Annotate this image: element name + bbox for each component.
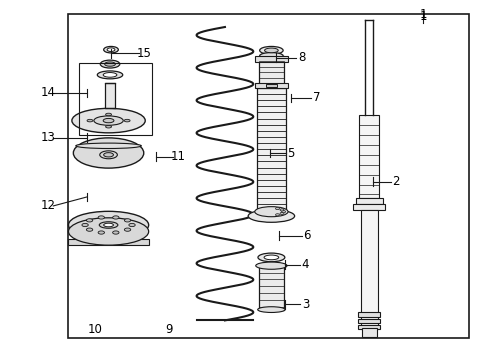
Bar [359,115,378,198]
Bar [79,63,151,135]
Ellipse shape [97,71,122,79]
Ellipse shape [275,214,279,216]
Ellipse shape [124,120,130,122]
Bar [357,325,380,329]
Text: 6: 6 [303,229,310,242]
Bar [355,198,382,204]
Text: 14: 14 [41,86,55,99]
Ellipse shape [98,216,104,219]
Ellipse shape [103,73,117,77]
Ellipse shape [259,53,283,59]
Ellipse shape [124,219,130,222]
Bar [361,328,376,337]
Text: 10: 10 [88,323,102,336]
Ellipse shape [94,116,123,125]
Bar [258,56,284,86]
Ellipse shape [86,219,93,222]
Ellipse shape [104,62,115,66]
Bar [259,266,283,310]
Ellipse shape [281,211,285,213]
Ellipse shape [124,228,130,231]
Text: 4: 4 [301,258,309,271]
Ellipse shape [280,209,284,211]
Ellipse shape [257,307,285,312]
Ellipse shape [105,113,111,116]
Ellipse shape [98,231,104,234]
Ellipse shape [107,48,115,51]
Bar [357,312,380,317]
Text: 2: 2 [391,175,399,188]
Ellipse shape [81,223,88,227]
Bar [265,84,277,87]
Text: 5: 5 [286,147,294,159]
Ellipse shape [105,126,111,128]
Bar [68,239,148,245]
Bar [254,83,287,88]
Ellipse shape [259,46,283,54]
Bar [104,83,115,108]
Ellipse shape [68,218,148,245]
Ellipse shape [68,211,148,239]
Text: 3: 3 [301,298,309,311]
Ellipse shape [103,46,118,53]
Bar [352,204,385,210]
Bar [357,319,380,323]
Ellipse shape [76,143,141,149]
Text: 1: 1 [418,10,426,23]
Ellipse shape [103,118,114,123]
Bar [257,88,285,211]
Ellipse shape [103,153,113,157]
Bar [68,14,468,338]
Ellipse shape [129,223,135,227]
Ellipse shape [264,255,278,260]
Text: 15: 15 [137,47,151,60]
Ellipse shape [100,60,120,68]
Ellipse shape [72,108,145,133]
Text: 7: 7 [312,91,320,104]
Bar [254,56,287,62]
Text: 8: 8 [297,51,305,64]
Text: 13: 13 [41,131,55,144]
Ellipse shape [87,120,93,122]
Ellipse shape [112,216,119,219]
Ellipse shape [248,210,294,222]
Ellipse shape [103,223,113,227]
Ellipse shape [73,138,143,168]
Text: 11: 11 [171,150,185,163]
Ellipse shape [255,262,286,269]
Bar [360,210,377,329]
Ellipse shape [258,253,284,262]
Ellipse shape [112,231,119,234]
Ellipse shape [275,207,279,210]
Text: 9: 9 [164,323,172,336]
Ellipse shape [99,222,118,228]
Ellipse shape [86,228,93,231]
Text: 1: 1 [418,8,426,21]
Ellipse shape [254,207,287,217]
Ellipse shape [100,151,117,159]
Ellipse shape [264,48,278,53]
Text: 12: 12 [41,199,55,212]
Ellipse shape [280,212,284,215]
